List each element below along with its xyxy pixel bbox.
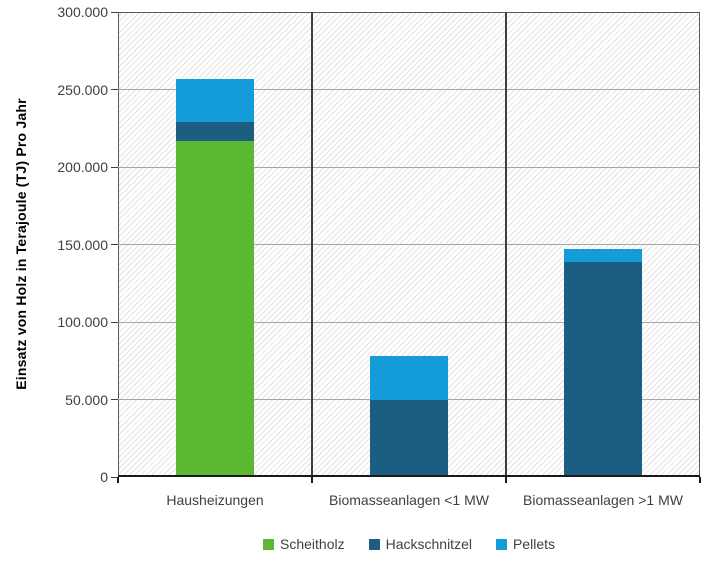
gridline [118, 244, 700, 245]
x-axis-tick [699, 477, 701, 483]
category-label: Hausheizungen [166, 492, 264, 508]
y-axis-tick [111, 89, 118, 90]
bar-segment-hackschnitzel [176, 122, 254, 141]
legend: Scheitholz Hackschnitzel Pellets [118, 536, 700, 552]
category-label: Biomasseanlagen <1 MW [329, 492, 489, 508]
x-axis-line [118, 475, 700, 477]
y-axis-tick [111, 399, 118, 400]
y-tick-label: 0 [100, 469, 108, 485]
legend-item-hackschnitzel: Hackschnitzel [368, 536, 472, 552]
bar-segment-pellets [370, 356, 448, 400]
legend-label: Hackschnitzel [385, 536, 472, 552]
y-tick-label: 50.000 [65, 391, 108, 408]
category-label: Biomasseanlagen >1 MW [523, 492, 683, 508]
y-axis-tick [111, 476, 118, 478]
x-axis-tick [505, 477, 507, 483]
bar-segment-hackschnitzel [370, 399, 448, 477]
x-axis-tick [311, 477, 313, 483]
y-axis-tick [111, 166, 118, 168]
category-separator [505, 12, 507, 477]
bar-segment-pellets [176, 78, 254, 123]
y-tick-label: 150.000 [57, 236, 108, 253]
bar-segment-scheitholz [176, 140, 254, 477]
plot-border-top [118, 12, 700, 13]
legend-label: Scheitholz [280, 536, 345, 552]
y-tick-label: 300.000 [57, 4, 108, 20]
gridline [118, 166, 700, 168]
category-separator [311, 12, 313, 477]
legend-swatch-icon [368, 538, 380, 550]
legend-item-pellets: Pellets [495, 536, 555, 552]
y-axis-tick [111, 11, 118, 13]
legend-label: Pellets [512, 536, 555, 552]
y-tick-label: 250.000 [57, 81, 108, 98]
legend-item-scheitholz: Scheitholz [263, 536, 345, 552]
plot-area [118, 12, 700, 477]
x-axis-tick [117, 477, 119, 483]
bar-segment-hackschnitzel [564, 261, 642, 477]
legend-swatch-icon [495, 538, 507, 550]
gridline [118, 321, 700, 323]
y-axis-tick [111, 244, 118, 245]
y-tick-label: 100.000 [57, 314, 108, 330]
legend-swatch-icon [263, 538, 274, 550]
y-tick-label: 200.000 [57, 159, 108, 175]
bar-segment-pellets [564, 249, 642, 262]
gridline [118, 89, 700, 90]
y-axis-tick [111, 321, 118, 323]
